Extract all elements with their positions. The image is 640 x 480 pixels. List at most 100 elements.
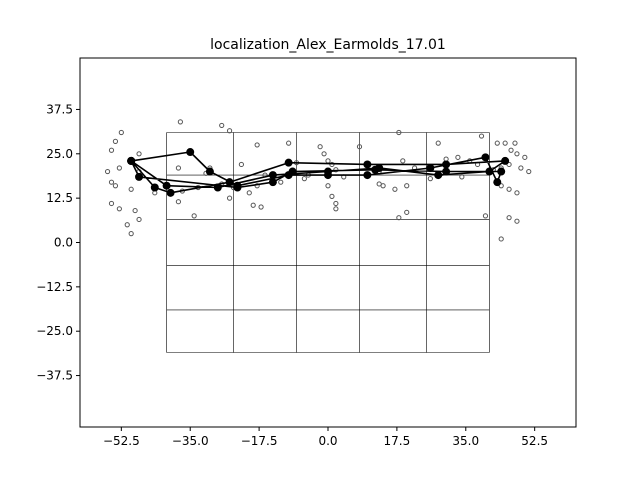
scatter-point	[219, 122, 225, 129]
scatter-point	[136, 151, 142, 157]
scatter-point	[112, 138, 119, 144]
response-point	[375, 163, 384, 172]
scatter-point	[508, 147, 514, 153]
response-point	[150, 183, 159, 192]
scatter-point	[128, 231, 134, 237]
x-tick-label: 35.0	[452, 434, 479, 448]
scatter-point	[175, 199, 182, 205]
x-tick-label: 52.5	[521, 434, 548, 448]
scatter-point	[136, 216, 142, 223]
scatter-point	[380, 183, 386, 189]
scatter-point	[494, 140, 500, 146]
response-point	[324, 167, 332, 176]
y-tick-label: 0.0	[54, 236, 73, 250]
scatter-point	[400, 158, 406, 164]
response-point	[363, 171, 372, 180]
scatter-point	[506, 186, 512, 192]
scatter-point	[396, 215, 402, 221]
scatter-point	[246, 190, 252, 196]
scatter-point	[132, 207, 138, 214]
scatter-point	[104, 168, 111, 175]
scatter-point	[498, 236, 504, 242]
scatter-point	[116, 165, 122, 171]
response-point	[186, 148, 195, 157]
scatter-point	[226, 128, 233, 134]
response-point	[288, 167, 297, 176]
scatter-point	[392, 186, 398, 192]
scatter-layer	[104, 119, 532, 242]
response-point	[225, 178, 234, 187]
scatter-point	[518, 165, 524, 171]
scatter-point	[258, 204, 264, 210]
x-tick-label: 0.0	[318, 434, 337, 448]
scatter-point	[175, 165, 182, 171]
x-tick-label: −52.5	[103, 434, 140, 448]
scatter-point	[250, 202, 256, 208]
scatter-point	[514, 190, 520, 196]
response-point	[426, 163, 435, 172]
scatter-point	[177, 119, 183, 125]
scatter-point	[502, 140, 508, 146]
scatter-point	[512, 140, 518, 146]
axes-layer: −52.5 −35.0 −17.5 0.0 17.5 35.0 52.5 37.5 25.0 12…	[36, 57, 577, 448]
scatter-point	[514, 151, 520, 157]
response-point	[233, 183, 242, 192]
scatter-point	[482, 213, 489, 219]
scatter-point	[356, 144, 363, 150]
response-point	[481, 153, 490, 162]
chart-title: localization_Alex_Earmolds_17.01	[210, 37, 446, 53]
scatter-point	[325, 158, 331, 164]
response-point	[442, 160, 451, 169]
scatter-point	[435, 140, 441, 146]
y-tick-label: 25.0	[46, 147, 73, 161]
response-point	[268, 171, 277, 180]
response-point	[501, 156, 510, 165]
response-point	[442, 167, 451, 176]
scatter-point	[522, 154, 528, 160]
x-tick-label: −35.0	[172, 434, 209, 448]
scatter-point	[238, 161, 244, 168]
scatter-point	[226, 195, 233, 201]
y-tick-label: −37.5	[36, 369, 73, 383]
response-point	[127, 156, 136, 165]
scatter-point	[455, 154, 461, 160]
x-tick-label: −17.5	[241, 434, 278, 448]
scatter-point	[404, 209, 410, 215]
scatter-point	[526, 168, 532, 175]
scatter-point	[128, 186, 134, 192]
response-point	[363, 160, 372, 169]
scatter-point	[108, 179, 115, 185]
line-layer	[127, 148, 510, 197]
scatter-point	[301, 176, 307, 182]
scatter-point	[329, 193, 335, 199]
scatter-point	[459, 174, 465, 180]
y-tick-label: 37.5	[46, 102, 73, 116]
scatter-point	[317, 144, 323, 150]
scatter-point	[514, 218, 520, 224]
scatter-point	[286, 140, 292, 146]
scatter-point	[108, 147, 115, 153]
scatter-point	[116, 206, 122, 212]
scatter-point	[118, 129, 124, 136]
scatter-point	[396, 129, 402, 136]
response-point	[268, 178, 277, 187]
scatter-point	[108, 200, 115, 207]
plot-frame	[79, 57, 577, 428]
scatter-point	[506, 215, 512, 221]
scatter-point	[278, 179, 284, 185]
scatter-point	[427, 176, 433, 182]
response-point	[284, 158, 293, 167]
scatter-point	[333, 200, 339, 207]
response-point	[213, 183, 222, 192]
x-tick-label: 17.5	[384, 434, 411, 448]
scatter-point	[254, 183, 260, 189]
scatter-point	[325, 183, 331, 189]
y-tick-label: −12.5	[36, 280, 73, 294]
scatter-point	[254, 142, 260, 148]
response-point	[166, 188, 175, 197]
response-point	[485, 167, 494, 176]
response-point	[135, 172, 144, 181]
scatter-point	[191, 213, 197, 219]
response-point	[434, 171, 443, 180]
